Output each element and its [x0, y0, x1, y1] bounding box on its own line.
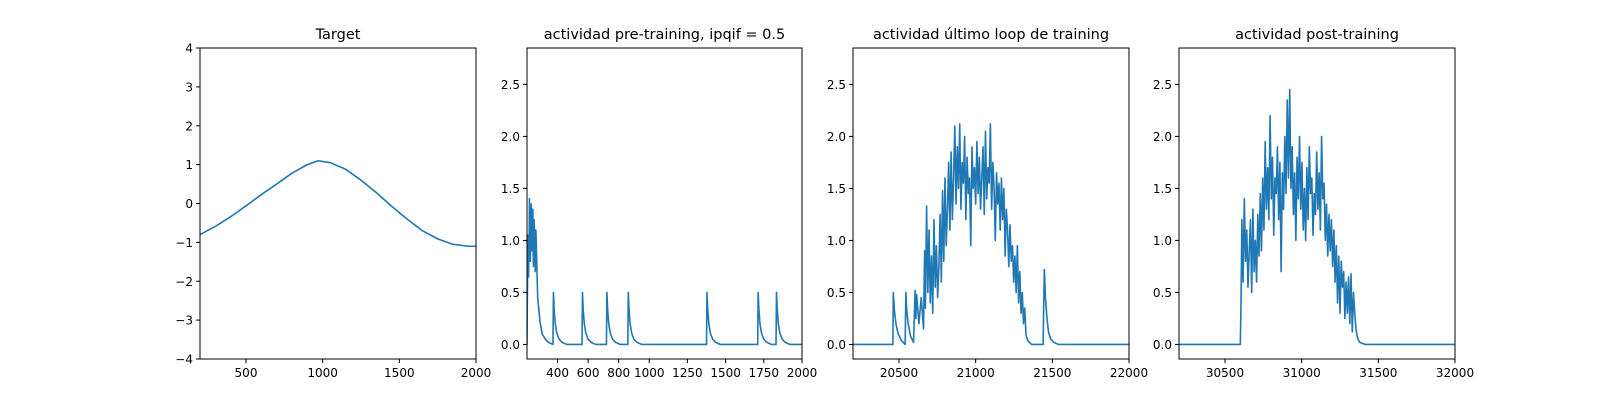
y-tick-label: 0: [185, 197, 193, 211]
chart-panel-2: 0.0 0.5 1.0 1.5 2.0 2.5 400 600 800 1000 1250 1500 1…: [501, 27, 817, 380]
y-tick-label: 1.5: [827, 182, 846, 196]
y-tick-label: 2.0: [1153, 130, 1172, 144]
x-tick-label: 500: [235, 366, 258, 380]
y-tick-label: 3: [185, 80, 193, 94]
x-tick-label: 22000: [1110, 366, 1148, 380]
y-tick-label: 1.0: [1153, 234, 1172, 248]
x-tick-label: 2000: [461, 366, 492, 380]
y-tick-label: 0.0: [1153, 338, 1172, 352]
chart-title: Target: [315, 27, 361, 43]
series-line-1: [1179, 88, 1455, 346]
x-tick-label: 600: [577, 366, 600, 380]
y-tick-label: 2.5: [501, 78, 520, 92]
x-tick-label: 1750: [749, 366, 780, 380]
x-tick-label: 400: [546, 366, 569, 380]
y-tick-label: 1.5: [1153, 182, 1172, 196]
chart-panel-1: −4 −3 −2 −1 0 1 2 3 4 500 1000 1500 2000 Target: [175, 27, 491, 380]
y-tick-label: 2.5: [827, 78, 846, 92]
plot-frame: [852, 47, 1130, 360]
chart-panel-3: 0.0 0.5 1.0 1.5 2.0 2.5 20500 21000 21500 22000 ac…: [827, 27, 1148, 380]
x-tick-label: 30500: [1206, 366, 1244, 380]
y-tick-label: 0.0: [501, 338, 520, 352]
x-tick-label: 800: [607, 366, 630, 380]
chart-title: actividad post-training: [1235, 27, 1399, 43]
plot-frame: [1178, 47, 1456, 360]
x-tick-label: 31500: [1359, 366, 1397, 380]
y-tick-label: −3: [175, 314, 193, 328]
x-tick-label: 31000: [1283, 366, 1321, 380]
x-tick-label: 20500: [880, 366, 918, 380]
y-tick-label: 2.0: [501, 130, 520, 144]
chart-title: actividad pre-training, ipqif = 0.5: [544, 27, 785, 43]
y-tick-label: 4: [185, 42, 193, 56]
y-tick-label: −1: [175, 236, 193, 250]
y-tick-label: 2.5: [1153, 78, 1172, 92]
x-tick-label: 2000: [787, 366, 818, 380]
y-tick-label: 0.5: [827, 286, 846, 300]
series-line-1: [853, 123, 1129, 346]
series-line-1: [527, 198, 802, 346]
y-tick-label: 1.0: [827, 234, 846, 248]
y-tick-label: 1: [185, 158, 193, 172]
y-tick-label: −2: [175, 275, 193, 289]
x-tick-label: 1500: [710, 366, 741, 380]
x-tick-label: 1000: [307, 366, 338, 380]
chart-title: actividad último loop de training: [873, 27, 1109, 43]
chart-panel-4: 0.0 0.5 1.0 1.5 2.0 2.5 30500 31000 31500 32000 ac…: [1153, 27, 1474, 380]
x-tick-label: 21000: [957, 366, 995, 380]
y-tick-label: 0.0: [827, 338, 846, 352]
series-line-1: [200, 159, 476, 248]
plot-frame: [526, 47, 803, 360]
plot-frame: [199, 47, 477, 360]
y-tick-label: −4: [175, 353, 193, 367]
x-tick-label: 32000: [1436, 366, 1474, 380]
y-tick-label: 1.5: [501, 182, 520, 196]
y-tick-label: 0.5: [501, 286, 520, 300]
x-tick-label: 1500: [384, 366, 415, 380]
y-tick-label: 2.0: [827, 130, 846, 144]
x-tick-label: 1000: [634, 366, 665, 380]
y-tick-label: 0.5: [1153, 286, 1172, 300]
x-tick-label: 21500: [1033, 366, 1071, 380]
y-tick-label: 1.0: [501, 234, 520, 248]
x-tick-label: 1250: [672, 366, 703, 380]
y-tick-label: 2: [185, 119, 193, 133]
